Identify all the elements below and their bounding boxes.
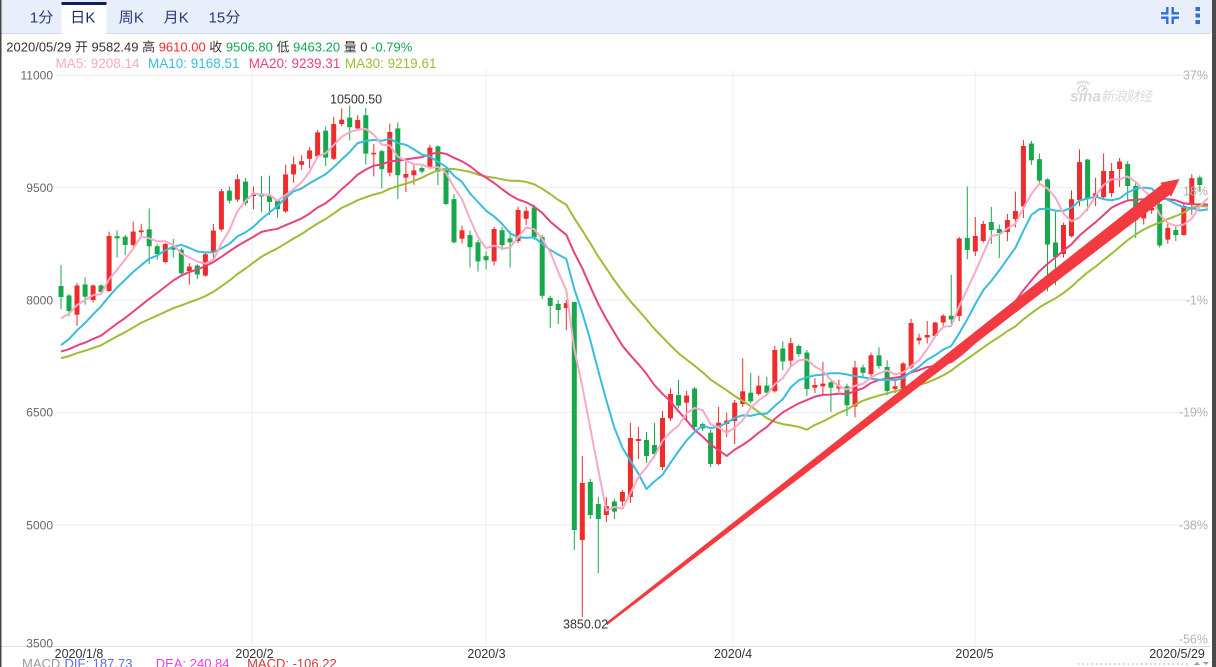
svg-text:K: K: [85, 10, 95, 27]
svg-text:9463.20: 9463.20: [293, 40, 340, 55]
svg-text:K: K: [179, 10, 189, 27]
svg-text:2020/5/29: 2020/5/29: [1149, 647, 1205, 661]
svg-text:5000: 5000: [26, 518, 53, 532]
svg-text:-56%: -56%: [1179, 632, 1208, 646]
svg-text:-1%: -1%: [1186, 293, 1208, 307]
svg-text:sina: sina: [1070, 89, 1101, 106]
svg-text:2020/5: 2020/5: [955, 647, 993, 661]
svg-text:MA5: 9208.14: MA5: 9208.14: [56, 56, 141, 71]
svg-text:9610.00: 9610.00: [159, 40, 206, 55]
svg-text:MA10: 9168.51: MA10: 9168.51: [148, 56, 240, 71]
svg-text:-38%: -38%: [1179, 518, 1208, 532]
svg-text:3500: 3500: [26, 636, 53, 650]
svg-text:2020/2: 2020/2: [235, 647, 273, 661]
svg-text:-0.79%: -0.79%: [371, 40, 413, 55]
svg-text:2020/3: 2020/3: [467, 647, 505, 661]
svg-text:MACD,: MACD,: [22, 656, 64, 667]
svg-text:15: 15: [209, 10, 226, 27]
svg-text:2020/1/8: 2020/1/8: [55, 647, 104, 661]
svg-text:1: 1: [30, 10, 38, 27]
svg-text:2020/05/29: 2020/05/29: [6, 40, 71, 55]
svg-text:DEA: 240.84: DEA: 240.84: [156, 656, 230, 667]
svg-text:K: K: [134, 10, 144, 27]
svg-text:37%: 37%: [1183, 68, 1208, 82]
svg-text:2020/4: 2020/4: [714, 647, 752, 661]
svg-text:3850.02: 3850.02: [563, 618, 608, 632]
svg-text:MA20: 9239.31: MA20: 9239.31: [249, 56, 341, 71]
svg-text:8000: 8000: [26, 293, 53, 307]
svg-text:-19%: -19%: [1179, 406, 1208, 420]
svg-text:18%: 18%: [1183, 184, 1208, 198]
svg-text:9506.80: 9506.80: [226, 40, 273, 55]
svg-text:10500.50: 10500.50: [330, 93, 382, 107]
svg-text:9500: 9500: [26, 181, 53, 195]
svg-text:6500: 6500: [26, 406, 53, 420]
svg-text:DIF: 187.73: DIF: 187.73: [65, 656, 133, 667]
svg-text:11000: 11000: [21, 68, 54, 82]
svg-text:MACD: -106.22: MACD: -106.22: [247, 656, 337, 667]
svg-text:0: 0: [360, 40, 367, 55]
svg-text:MA30: 9219.61: MA30: 9219.61: [345, 56, 437, 71]
svg-text:9582.49: 9582.49: [92, 40, 139, 55]
